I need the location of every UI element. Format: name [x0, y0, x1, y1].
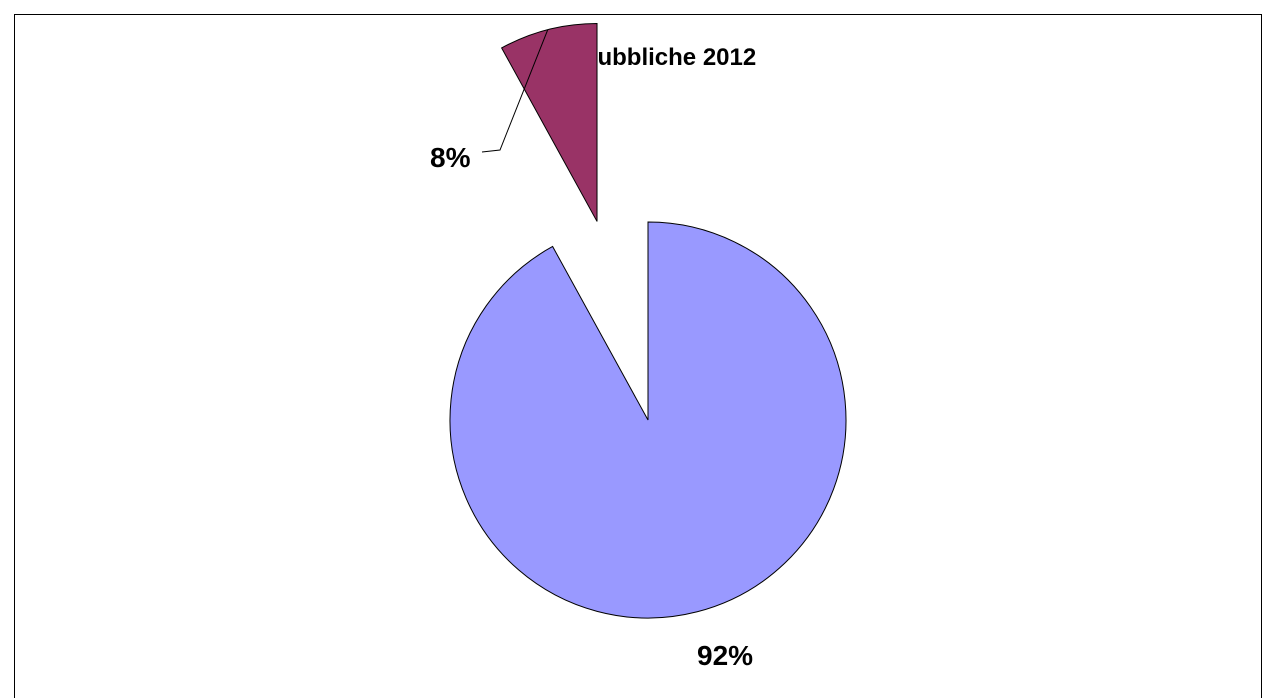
pie-slice-1 — [500, 22, 598, 222]
pie-leader-line-1 — [481, 29, 549, 153]
pie-label-0: 92% — [697, 640, 753, 671]
pie-label-1: 8% — [430, 142, 471, 173]
chart-frame — [14, 14, 1262, 698]
pie-slice-0 — [449, 221, 847, 619]
